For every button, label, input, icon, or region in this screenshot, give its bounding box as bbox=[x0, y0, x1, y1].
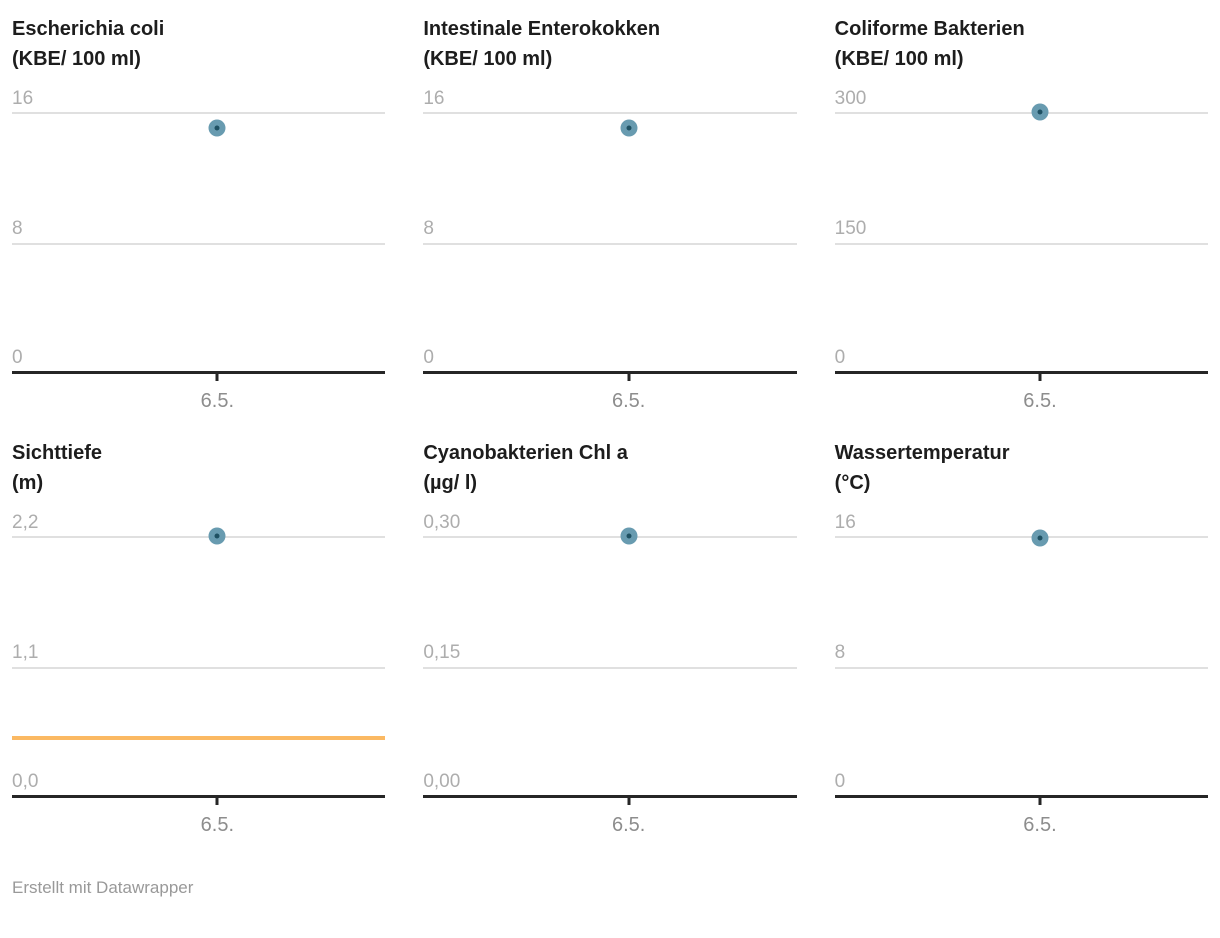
reference-line bbox=[12, 736, 386, 741]
x-tick-label: 6.5. bbox=[200, 390, 235, 412]
x-tick-label: 6.5. bbox=[611, 814, 646, 836]
plot-area: 2,2 1,1 0,0 6.5. bbox=[12, 513, 386, 836]
data-point[interactable] bbox=[1031, 103, 1049, 121]
gridline-max bbox=[423, 112, 797, 114]
x-axis-line bbox=[834, 371, 1208, 374]
data-point-core bbox=[1037, 109, 1043, 115]
chart-panel: Wassertemperatur (°C) 16 8 0 6.5. bbox=[834, 438, 1208, 842]
plot-area: 300 150 0 6.5. bbox=[834, 89, 1208, 412]
panel-unit-label: (°C) bbox=[834, 472, 871, 494]
x-axis-line bbox=[423, 371, 797, 374]
x-tick-label: 6.5. bbox=[611, 390, 646, 412]
panel-unit-label: (KBE/ 100 ml) bbox=[12, 48, 141, 70]
chart-panel: Sichttiefe (m) 2,2 1,1 0,0 6.5. bbox=[12, 438, 386, 842]
y-tick-label-max: 2,2 bbox=[12, 512, 39, 533]
panel-unit-label: (m) bbox=[12, 472, 44, 494]
chart-panel: Coliforme Bakterien (KBE/ 100 ml) 300 15… bbox=[834, 14, 1208, 418]
gridline-max bbox=[834, 536, 1208, 538]
x-tick-label: 6.5. bbox=[200, 814, 235, 836]
data-point-core bbox=[214, 125, 220, 131]
x-tick-label: 6.5. bbox=[1023, 390, 1057, 412]
panel-unit-label: (KBE/ 100 ml) bbox=[423, 48, 553, 70]
data-point[interactable] bbox=[620, 527, 638, 545]
data-point[interactable] bbox=[208, 527, 226, 545]
chart-panel: Cyanobakterien Chl a (µg/ l) 0,30 0,15 0… bbox=[423, 438, 797, 842]
x-axis-tick bbox=[1038, 798, 1042, 805]
plot-area: 16 8 0 6.5. bbox=[12, 89, 386, 412]
x-axis-tick bbox=[215, 374, 219, 381]
gridline-mid bbox=[12, 667, 386, 669]
x-axis-tick bbox=[627, 374, 631, 381]
plot-area: 0,30 0,15 0,00 6.5. bbox=[423, 513, 797, 836]
gridline-max bbox=[423, 536, 797, 538]
panel-title: Sichttiefe bbox=[12, 442, 103, 464]
x-axis-line bbox=[12, 371, 386, 374]
y-tick-label-max: 16 bbox=[834, 512, 856, 533]
gridline-max bbox=[12, 536, 386, 538]
y-tick-label-zero: 0 bbox=[423, 347, 434, 368]
x-axis-tick bbox=[215, 798, 219, 805]
y-tick-label-mid: 8 bbox=[12, 218, 23, 239]
y-tick-label-zero: 0,00 bbox=[423, 771, 461, 792]
y-tick-label-mid: 1,1 bbox=[12, 642, 39, 663]
panel-title: Coliforme Bakterien bbox=[834, 18, 1025, 40]
y-tick-label-zero: 0 bbox=[834, 771, 846, 792]
y-tick-label-mid: 0,15 bbox=[423, 642, 461, 663]
x-axis-line bbox=[12, 795, 386, 798]
y-tick-label-zero: 0,0 bbox=[12, 771, 39, 792]
panel-title: Intestinale Enterokokken bbox=[423, 18, 661, 40]
gridline-mid bbox=[12, 243, 386, 245]
panel-title: Wassertemperatur bbox=[834, 442, 1010, 464]
data-point-core bbox=[626, 125, 632, 131]
y-tick-label-max: 16 bbox=[12, 88, 34, 109]
plot-area: 16 8 0 6.5. bbox=[423, 89, 797, 412]
y-tick-label-zero: 0 bbox=[834, 347, 846, 368]
x-axis-line bbox=[423, 795, 797, 798]
gridline-max bbox=[12, 112, 386, 114]
gridline-mid bbox=[423, 667, 797, 669]
data-point[interactable] bbox=[620, 119, 638, 137]
y-tick-label-max: 300 bbox=[834, 88, 867, 109]
data-point-core bbox=[1037, 535, 1043, 541]
data-point[interactable] bbox=[1031, 529, 1049, 547]
gridline-max bbox=[834, 112, 1208, 114]
panel-unit-label: (KBE/ 100 ml) bbox=[834, 48, 964, 70]
y-tick-label-zero: 0 bbox=[12, 347, 23, 368]
panel-unit-label: (µg/ l) bbox=[423, 472, 478, 494]
gridline-mid bbox=[423, 243, 797, 245]
data-point-core bbox=[626, 533, 632, 539]
chart-grid: Escherichia coli (KBE/ 100 ml) 16 8 0 6.… bbox=[12, 14, 1208, 842]
y-tick-label-max: 16 bbox=[423, 88, 445, 109]
data-point-core bbox=[214, 533, 220, 539]
panel-title: Cyanobakterien Chl a bbox=[423, 442, 628, 464]
gridline-mid bbox=[834, 243, 1208, 245]
y-tick-label-max: 0,30 bbox=[423, 512, 461, 533]
gridline-mid bbox=[834, 667, 1208, 669]
chart-panel: Intestinale Enterokokken (KBE/ 100 ml) 1… bbox=[423, 14, 797, 418]
chart-panel: Escherichia coli (KBE/ 100 ml) 16 8 0 6.… bbox=[12, 14, 386, 418]
y-tick-label-mid: 150 bbox=[834, 218, 867, 239]
data-point[interactable] bbox=[208, 119, 226, 137]
x-axis-tick bbox=[627, 798, 631, 805]
plot-area: 16 8 0 6.5. bbox=[834, 513, 1208, 836]
panel-title: Escherichia coli bbox=[12, 18, 165, 40]
y-tick-label-mid: 8 bbox=[834, 642, 846, 663]
y-tick-label-mid: 8 bbox=[423, 218, 434, 239]
x-axis-tick bbox=[1038, 374, 1042, 381]
x-tick-label: 6.5. bbox=[1023, 814, 1057, 836]
credit-line: Erstellt mit Datawrapper bbox=[12, 878, 194, 897]
x-axis-line bbox=[834, 795, 1208, 798]
